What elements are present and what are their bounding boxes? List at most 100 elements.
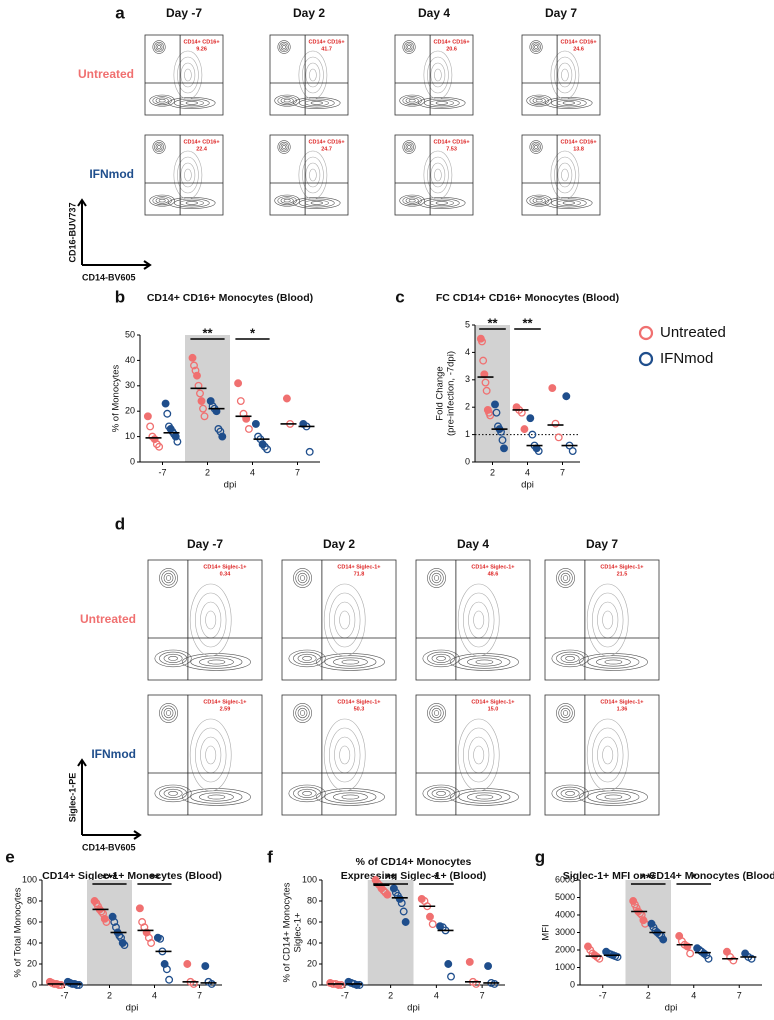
data-point [655,930,664,939]
x-tick-label: 2 [646,990,651,1000]
contour [596,792,631,802]
data-point [188,353,197,362]
contour [295,570,310,586]
data-point [200,412,209,421]
data-point [57,981,66,989]
row-label: IFNmod [91,747,136,761]
contour [173,198,210,208]
contour [324,655,377,669]
contour [526,94,552,107]
column-header: Day 4 [418,6,450,20]
data-point [165,975,174,984]
data-point [636,909,644,918]
contour [529,196,549,206]
contour [293,651,322,666]
plot-frame [281,694,397,816]
data-point [97,907,106,916]
contour [402,196,422,206]
contour [551,784,589,803]
legend-label: Untreated [660,324,726,341]
contour [529,40,543,54]
contour [293,197,341,209]
significance-label: ** [487,315,498,330]
contour [299,710,306,716]
plot-frame [544,694,660,816]
contour [305,62,321,88]
x-tick-label: 7 [295,467,300,477]
contour [173,98,210,108]
contour [532,197,546,204]
data-point [197,397,206,405]
x-tick-label: 7 [197,990,202,1000]
column-header: Day -7 [166,6,202,20]
contour [173,150,203,200]
data-point [110,918,119,926]
gate-name: CD14+ Siglec-1+ [337,699,380,705]
contour [309,68,317,82]
data-point [234,379,243,388]
contour [534,145,538,149]
row-label: Untreated [80,612,136,626]
contour [310,201,323,205]
contour [293,786,322,801]
contour [189,583,232,657]
plot-frame [521,134,601,216]
contour [180,62,196,88]
x-axis-label: CD14-BV605 [82,272,136,282]
contour [168,656,178,661]
data-point [383,890,392,899]
y-tick-label: 100 [22,874,37,884]
flow-plot: CD14+ Siglec-1+2.59 [147,694,263,816]
gate-value: 24.6 [573,46,584,52]
contour [431,707,442,719]
panel-letter: a [115,3,125,22]
contour [309,168,317,182]
contour [282,145,286,149]
contour [602,745,614,765]
y-tick-label: 50 [125,329,135,339]
x-tick-label: -7 [158,467,166,477]
contour [184,68,192,82]
x-tick-label: 7 [480,990,485,1000]
contour [158,198,166,203]
data-point [72,981,81,989]
contour [560,707,571,719]
contour [475,794,494,800]
contour [157,145,161,149]
contour [429,705,444,721]
contour [293,568,312,588]
significance-label: * [434,870,440,885]
contour [329,592,361,648]
contour [305,162,321,188]
chart-title: FC CD14+ CD16+ Monocytes (Blood) [436,292,619,304]
contour [402,96,422,106]
contour [423,150,453,200]
contour [163,653,183,663]
contour [324,790,377,804]
contour [427,568,446,588]
x-axis-label: CD14-BV605 [82,842,136,852]
contour [560,653,580,663]
contour [302,656,312,661]
contour [422,784,460,803]
data-point [244,425,253,433]
contour [277,96,297,106]
contour [154,784,192,803]
contour [277,40,291,54]
contour [407,145,411,149]
arrow-head [77,198,87,207]
contour [602,610,614,630]
contour [181,788,251,806]
column-header: Day 2 [293,6,325,20]
flow-plot: CD14+ CD16+20.6 [394,34,474,116]
data-point [282,394,291,403]
contour [560,788,580,798]
contour [163,788,183,798]
panel-letter: f [267,847,273,866]
gate-value: 20.6 [446,46,457,52]
contour [279,141,290,153]
contour [277,140,291,154]
contour [154,649,192,668]
y-axis-title: % of Monocytes [111,364,122,432]
contour [578,653,648,671]
